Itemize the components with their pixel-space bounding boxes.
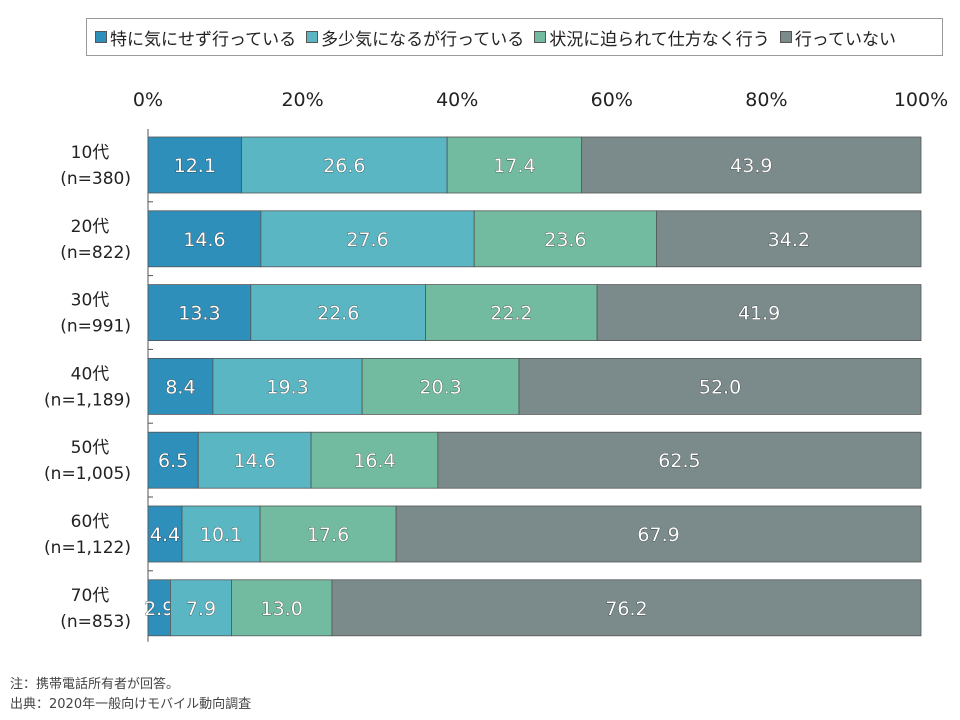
- category-label: 60代: [71, 512, 110, 532]
- bar-segment: [147, 210, 262, 268]
- data-label: 8.4: [165, 376, 195, 398]
- bar-segment: [197, 431, 312, 489]
- x-tick-label: 0%: [133, 89, 163, 111]
- notes: 注：携帯電話所有者が回答。 出典：2020年一般向けモバイル動向調査: [10, 675, 251, 715]
- category-label: 30代: [71, 291, 110, 311]
- data-label: 67.9: [637, 524, 679, 546]
- data-label: 10.1: [200, 524, 242, 546]
- data-label: 2.9: [144, 598, 174, 620]
- category-sample-size: (n=853): [60, 612, 131, 632]
- data-label: 17.4: [493, 155, 535, 177]
- data-label: 17.6: [307, 524, 349, 546]
- data-label: 23.6: [544, 229, 586, 251]
- category-label: 50代: [71, 438, 110, 458]
- data-label: 52.0: [699, 376, 741, 398]
- category-sample-size: (n=380): [60, 169, 131, 189]
- category-sample-size: (n=822): [60, 243, 131, 263]
- data-label: 22.2: [490, 303, 532, 325]
- bar-segment: [250, 284, 426, 342]
- category-sample-size: (n=1,122): [44, 538, 131, 558]
- legend-label: 多少気になるが行っている: [321, 29, 525, 50]
- legend-label: 行っていない: [794, 29, 896, 50]
- bar-segment: [310, 431, 439, 489]
- data-label: 27.6: [346, 229, 388, 251]
- data-label: 14.6: [183, 229, 225, 251]
- data-label: 6.5: [158, 450, 188, 472]
- bar-segment: [596, 284, 922, 342]
- legend-label: 特に気にせず行っている: [110, 29, 297, 50]
- bar-segment: [147, 431, 199, 489]
- legend: 特に気にせず行っている 多少気になるが行っている 状況に迫られて仕方なく行う 行…: [86, 18, 943, 56]
- category-label: 70代: [71, 586, 110, 606]
- legend-swatch: [95, 31, 107, 43]
- bar-segment: [212, 357, 363, 415]
- bar-segment: [170, 579, 232, 637]
- data-label: 62.5: [658, 450, 700, 472]
- bar-segment: [446, 136, 583, 194]
- bar-segment: [260, 210, 475, 268]
- data-label: 26.6: [323, 155, 365, 177]
- bar-segment: [147, 357, 214, 415]
- data-label: 12.1: [174, 155, 216, 177]
- data-label: 13.0: [261, 598, 303, 620]
- legend-item: 多少気になるが行っている: [306, 25, 524, 50]
- bar-segment: [147, 284, 252, 342]
- data-label: 76.2: [605, 598, 647, 620]
- category-sample-size: (n=1,005): [44, 464, 131, 484]
- bar-segment: [656, 210, 922, 268]
- bar-segment: [361, 357, 520, 415]
- legend-swatch: [779, 31, 792, 43]
- data-label: 34.2: [768, 229, 810, 251]
- data-label: 14.6: [234, 450, 276, 472]
- data-label: 43.9: [730, 155, 772, 177]
- bar-segment: [147, 505, 183, 563]
- legend-swatch: [306, 31, 319, 43]
- category-label: 10代: [71, 143, 110, 163]
- data-label: 41.9: [738, 303, 780, 325]
- legend-item: 特に気にせず行っている: [95, 25, 296, 50]
- bar-segment: [395, 505, 922, 563]
- legend-item: 状況に迫られて仕方なく行う: [534, 25, 770, 50]
- x-tick-label: 60%: [591, 89, 633, 111]
- category-label: 20代: [71, 217, 110, 237]
- x-tick-label: 80%: [745, 89, 787, 111]
- category-sample-size: (n=1,189): [44, 390, 131, 410]
- x-tick-label: 40%: [436, 89, 478, 111]
- data-label: 7.9: [186, 598, 216, 620]
- source-text: 出典：2020年一般向けモバイル動向調査: [10, 697, 252, 712]
- legend-item: 行っていない: [779, 25, 896, 50]
- bar-segment: [518, 357, 922, 415]
- legend-swatch: [534, 31, 547, 43]
- legend-label: 状況に迫られて仕方なく行う: [549, 29, 770, 50]
- data-label: 20.3: [419, 376, 461, 398]
- x-tick-label: 100%: [894, 89, 948, 111]
- bar-segment: [181, 505, 261, 563]
- bar-segment: [473, 210, 658, 268]
- category-sample-size: (n=991): [60, 317, 131, 337]
- bar-segment: [425, 284, 598, 342]
- note-text: 注：携帯電話所有者が回答。: [10, 677, 180, 692]
- category-label: 40代: [71, 364, 110, 384]
- data-label: 4.4: [150, 524, 180, 546]
- x-tick-label: 20%: [281, 89, 323, 111]
- bar-segment: [437, 431, 922, 489]
- bar-segment: [231, 579, 333, 637]
- data-label: 22.6: [317, 303, 359, 325]
- bar-segment: [581, 136, 922, 194]
- data-label: 13.3: [178, 303, 220, 325]
- bar-segment: [259, 505, 397, 563]
- data-label: 16.4: [353, 450, 395, 472]
- data-label: 19.3: [266, 376, 308, 398]
- bar-segment: [331, 579, 922, 637]
